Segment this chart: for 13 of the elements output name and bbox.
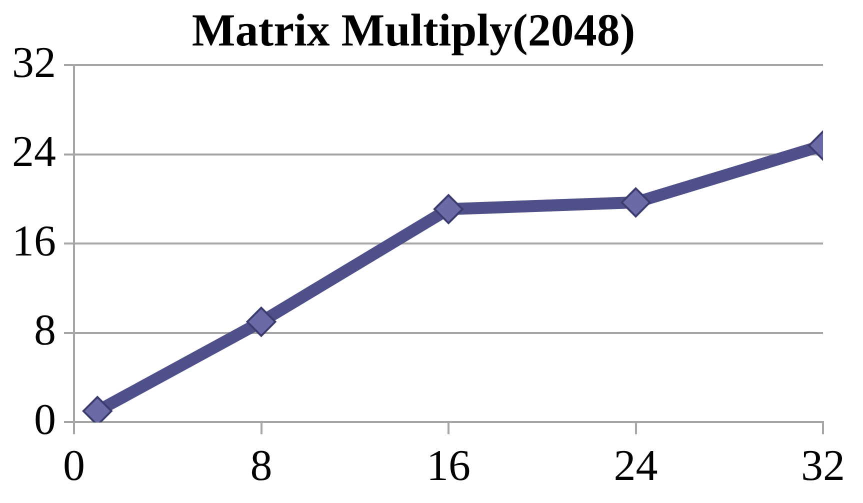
point (620, 187, 651, 218)
y-tick-label: 24 (12, 127, 56, 176)
x-tick-label: 16 (426, 441, 470, 490)
chart-title: Matrix Multiply(2048) (192, 4, 636, 56)
x-tick-label: 32 (801, 441, 845, 490)
y-tick-label: 16 (12, 216, 56, 266)
point (246, 306, 276, 337)
x-tick-label: 24 (614, 441, 658, 490)
y-tick-label: 32 (12, 38, 56, 87)
point (434, 194, 464, 224)
x-tick-label: 8 (250, 441, 272, 490)
y-tick-label: 0 (34, 394, 56, 444)
y-tick-label: 8 (34, 306, 56, 355)
